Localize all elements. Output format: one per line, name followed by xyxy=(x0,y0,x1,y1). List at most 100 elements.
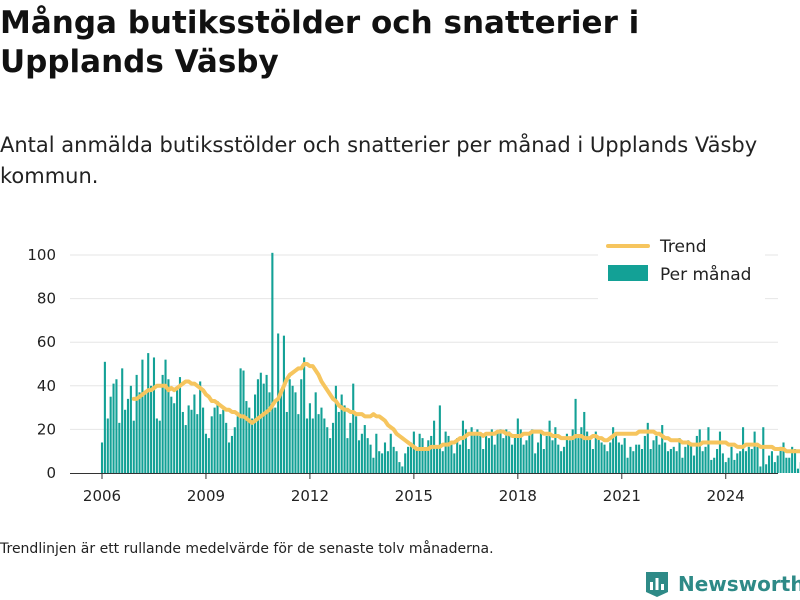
bar xyxy=(305,418,309,473)
bar xyxy=(609,442,612,473)
bar xyxy=(216,401,219,473)
bar xyxy=(782,442,785,473)
y-tick-label: 100 xyxy=(27,246,56,264)
bar xyxy=(184,425,187,473)
bar xyxy=(441,451,444,473)
bar xyxy=(360,433,363,473)
bar xyxy=(375,433,378,473)
bar xyxy=(323,418,326,473)
bar xyxy=(464,429,467,473)
bar xyxy=(534,453,537,473)
bar xyxy=(320,407,323,473)
bar xyxy=(698,429,701,473)
trend-line xyxy=(131,362,800,454)
bar xyxy=(300,379,303,473)
bar xyxy=(461,420,465,473)
bar xyxy=(482,449,485,473)
bar xyxy=(516,418,519,473)
bar xyxy=(785,457,788,473)
bar xyxy=(701,451,704,473)
bar xyxy=(225,422,228,473)
bar xyxy=(409,442,413,473)
bar xyxy=(626,457,629,473)
bar xyxy=(103,361,106,473)
bar xyxy=(412,431,415,473)
bar xyxy=(291,385,294,473)
bar xyxy=(770,451,773,473)
y-tick-label: 80 xyxy=(37,290,56,308)
bar xyxy=(115,379,118,473)
bar xyxy=(236,416,239,473)
bar xyxy=(372,457,375,473)
bar xyxy=(285,411,288,473)
x-tick-label: 2012 xyxy=(291,487,329,505)
bar xyxy=(135,374,138,473)
bar xyxy=(690,442,693,473)
bar xyxy=(768,455,771,473)
bar xyxy=(141,359,144,473)
bar xyxy=(334,385,337,473)
bar xyxy=(407,446,410,473)
legend-bar-swatch xyxy=(608,265,648,281)
bar xyxy=(773,462,776,473)
bar xyxy=(213,407,216,473)
bar xyxy=(600,442,603,473)
bar xyxy=(545,435,548,473)
bar xyxy=(739,451,742,473)
bar xyxy=(747,446,750,473)
bar xyxy=(577,438,580,473)
chart-title: Många butiksstölder och snatterier i Upp… xyxy=(0,5,640,80)
bar xyxy=(652,440,655,473)
bar xyxy=(643,435,646,473)
bar xyxy=(548,420,551,473)
bar xyxy=(317,414,320,473)
bar xyxy=(389,433,392,473)
bar xyxy=(493,444,496,473)
bar xyxy=(109,396,112,473)
bar xyxy=(473,433,476,473)
bar xyxy=(586,431,589,473)
bar xyxy=(435,446,439,473)
bar xyxy=(692,455,696,473)
bar xyxy=(684,446,687,473)
bar xyxy=(724,462,727,473)
y-tick-label: 0 xyxy=(46,464,56,482)
bar xyxy=(277,333,280,473)
bar xyxy=(346,438,349,473)
bar xyxy=(222,409,225,473)
bar xyxy=(736,453,739,473)
y-tick-label: 40 xyxy=(37,377,56,395)
bar xyxy=(418,433,421,473)
bar xyxy=(450,444,453,473)
bar xyxy=(470,427,473,473)
bar xyxy=(730,446,733,473)
bar xyxy=(106,418,109,473)
bar xyxy=(794,449,797,473)
bar xyxy=(118,422,121,473)
bar xyxy=(447,435,450,473)
bar xyxy=(632,451,635,473)
bar xyxy=(617,442,620,473)
bar xyxy=(378,451,381,473)
bar xyxy=(750,449,753,473)
bar xyxy=(539,431,542,473)
bar xyxy=(620,444,623,473)
bar xyxy=(713,457,716,473)
bar xyxy=(597,438,600,473)
x-tick-label: 2006 xyxy=(83,487,121,505)
bar xyxy=(164,359,167,473)
bar xyxy=(155,418,158,473)
bar xyxy=(560,451,563,473)
bar xyxy=(401,466,404,473)
bar xyxy=(256,379,259,473)
bar xyxy=(655,435,658,473)
bar xyxy=(612,427,615,473)
bar xyxy=(444,431,447,473)
bar xyxy=(791,446,794,473)
bar xyxy=(568,440,571,473)
bar xyxy=(707,427,710,473)
x-tick-label: 2009 xyxy=(187,487,225,505)
x-tick-label: 2015 xyxy=(395,487,433,505)
bar xyxy=(551,440,554,473)
brand[interactable]: Newsworthy xyxy=(644,568,800,600)
